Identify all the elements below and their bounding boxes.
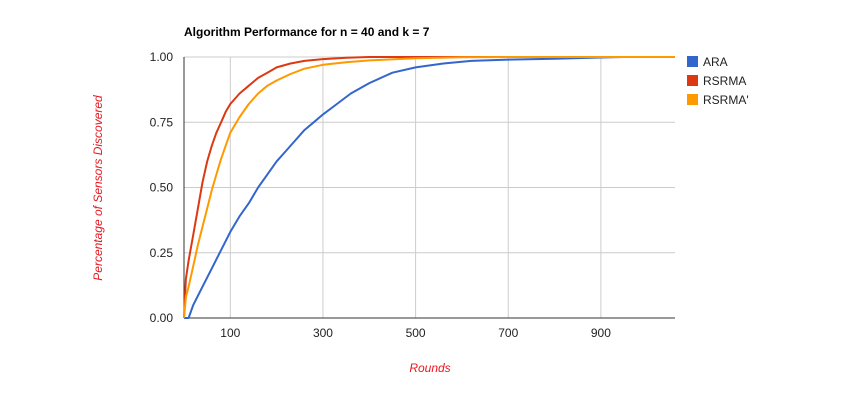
legend-swatch: [687, 56, 698, 67]
grid: [184, 56, 675, 318]
x-tick-label: 900: [591, 326, 611, 340]
legend-label: RSRMA': [703, 93, 749, 107]
x-tick-label: 700: [498, 326, 518, 340]
legend-label: RSRMA: [703, 74, 746, 88]
y-tick-label: 1.00: [150, 50, 174, 64]
series-lines: [183, 56, 675, 319]
y-tick-label: 0.00: [150, 311, 174, 325]
legend: ARA RSRMA RSRMA': [687, 55, 749, 107]
legend-swatch: [687, 75, 698, 86]
y-axis-title: Percentage of Sensors Discovered: [91, 95, 105, 281]
chart-title: Algorithm Performance for n = 40 and k =…: [184, 25, 430, 39]
legend-swatch: [687, 94, 698, 105]
x-axis-title: Rounds: [409, 361, 450, 375]
x-tick-label: 500: [406, 326, 426, 340]
y-tick-label: 0.25: [150, 246, 174, 260]
x-tick-label: 300: [313, 326, 333, 340]
series-line-2: [183, 56, 675, 319]
axes: 0.00 0.25 0.50 0.75 1.00 100 300 500 700 900: [150, 50, 675, 340]
x-tick-label: 100: [220, 326, 240, 340]
y-tick-label: 0.50: [150, 181, 174, 195]
y-tick-label: 0.75: [150, 115, 174, 129]
legend-label: ARA: [703, 55, 728, 69]
series-line-1: [183, 56, 675, 319]
series-line-0: [184, 56, 675, 319]
